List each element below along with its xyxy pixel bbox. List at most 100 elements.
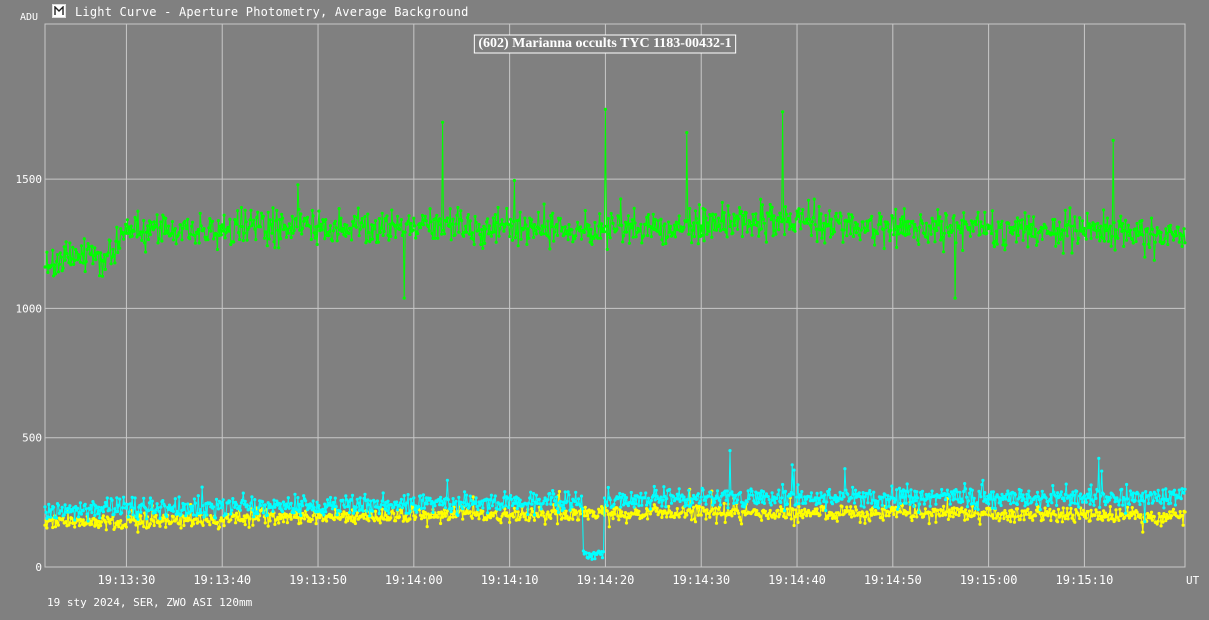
- data-point: [1136, 492, 1140, 496]
- data-point: [134, 523, 138, 527]
- data-point: [297, 207, 301, 211]
- data-point: [948, 223, 952, 228]
- data-point: [834, 211, 838, 215]
- data-point: [665, 497, 669, 501]
- data-point: [64, 510, 68, 514]
- data-point: [940, 219, 944, 223]
- data-point: [100, 274, 105, 278]
- data-point: [285, 521, 289, 525]
- data-point: [441, 120, 445, 124]
- data-point: [941, 235, 945, 239]
- data-point: [357, 234, 361, 238]
- data-point: [1049, 492, 1053, 497]
- data-point: [157, 509, 161, 513]
- data-point: [133, 496, 137, 500]
- data-point: [1035, 490, 1040, 494]
- data-point: [997, 501, 1001, 505]
- data-point: [116, 250, 120, 255]
- data-point: [817, 496, 821, 500]
- data-point: [571, 240, 575, 244]
- data-point: [535, 501, 540, 506]
- data-point: [863, 521, 867, 525]
- data-point: [399, 218, 403, 222]
- data-point: [1108, 224, 1112, 228]
- data-point: [893, 227, 897, 231]
- data-point: [192, 497, 196, 501]
- data-point: [81, 261, 85, 265]
- data-point: [76, 506, 80, 510]
- data-point: [1127, 233, 1131, 238]
- data-point: [461, 517, 465, 521]
- data-point: [718, 503, 723, 507]
- data-point: [299, 521, 303, 525]
- data-point: [146, 237, 151, 242]
- data-point: [101, 510, 105, 514]
- data-point: [297, 510, 301, 514]
- data-point: [822, 221, 826, 225]
- data-point: [155, 213, 159, 217]
- data-point: [66, 506, 70, 510]
- data-point: [1094, 508, 1098, 512]
- data-point: [1059, 511, 1063, 515]
- data-point: [362, 496, 366, 501]
- data-point: [186, 502, 190, 506]
- data-point: [954, 512, 958, 517]
- data-point: [952, 506, 956, 510]
- data-point: [413, 508, 417, 512]
- data-point: [729, 219, 733, 223]
- data-point: [448, 207, 452, 211]
- data-point: [296, 496, 300, 500]
- data-point: [120, 511, 124, 515]
- data-point: [1180, 487, 1184, 491]
- data-point: [1148, 516, 1153, 520]
- data-point: [235, 503, 239, 507]
- data-point: [183, 219, 187, 223]
- data-point: [775, 496, 779, 500]
- data-point: [324, 510, 328, 514]
- data-point: [897, 225, 902, 229]
- data-point: [235, 222, 239, 226]
- data-point: [1031, 222, 1035, 226]
- data-point: [510, 238, 515, 242]
- data-point: [1133, 498, 1137, 503]
- data-point: [565, 499, 569, 503]
- data-point: [623, 515, 627, 519]
- data-point: [1113, 248, 1117, 252]
- data-point: [82, 237, 86, 241]
- data-point: [532, 492, 536, 496]
- data-point: [1147, 242, 1151, 246]
- data-point: [272, 498, 276, 502]
- data-point: [1077, 236, 1081, 240]
- data-point: [84, 507, 88, 511]
- data-point: [258, 225, 263, 229]
- data-point: [530, 502, 534, 506]
- data-point: [531, 226, 535, 230]
- data-point: [381, 491, 385, 495]
- data-point: [549, 502, 553, 506]
- data-point: [421, 223, 425, 227]
- data-point: [850, 515, 854, 519]
- data-point: [224, 512, 228, 516]
- data-point: [529, 513, 533, 517]
- data-point: [956, 507, 960, 511]
- data-point: [128, 502, 132, 506]
- data-point: [680, 510, 684, 514]
- data-point: [407, 214, 411, 218]
- data-point: [841, 240, 845, 244]
- data-point: [938, 215, 942, 219]
- data-point: [508, 520, 512, 525]
- data-point: [1079, 492, 1083, 496]
- data-point: [601, 550, 606, 554]
- data-point: [252, 515, 256, 519]
- data-point: [367, 519, 371, 523]
- data-point: [717, 223, 722, 227]
- data-point: [308, 225, 312, 229]
- data-point: [228, 217, 232, 221]
- data-point: [249, 208, 253, 212]
- data-point: [1141, 491, 1145, 495]
- data-point: [1181, 234, 1185, 238]
- series-line: [45, 109, 1186, 299]
- data-point: [680, 493, 684, 497]
- data-point: [171, 238, 175, 242]
- data-point: [1080, 512, 1085, 517]
